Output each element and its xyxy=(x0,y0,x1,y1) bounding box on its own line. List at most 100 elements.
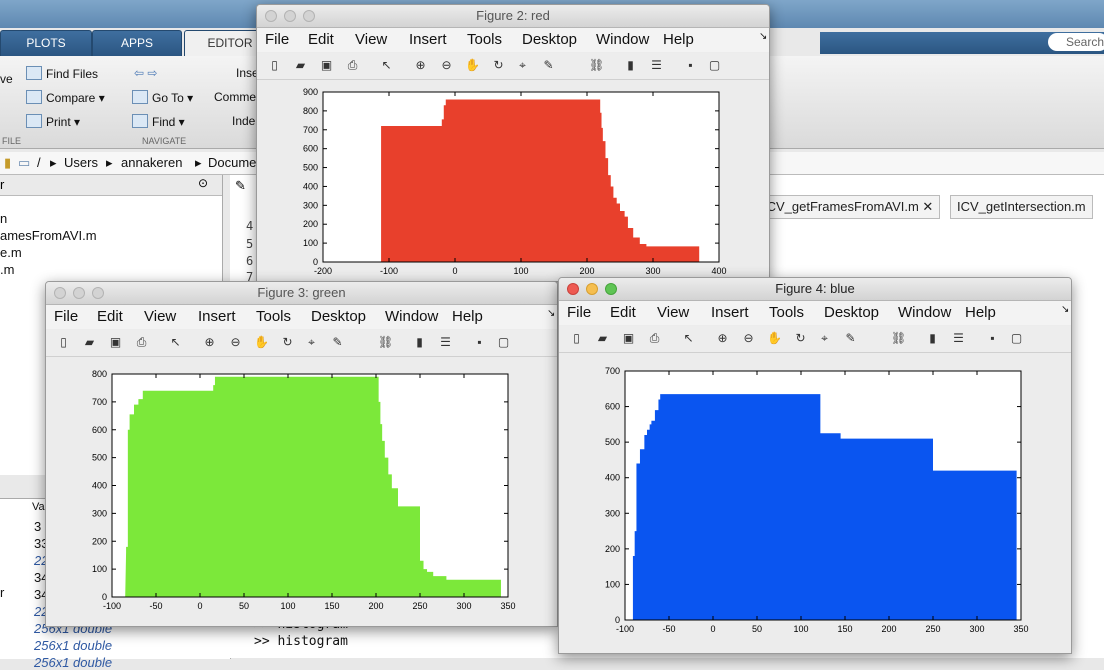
menu-help[interactable]: Help xyxy=(663,31,694,48)
colorbar-icon[interactable]: ▮ xyxy=(929,331,936,345)
open-icon[interactable]: ▰ xyxy=(84,335,95,349)
histogram-plot[interactable]: -200 -100 0 100 200 300 400 0 100 200 300 400 500 600… xyxy=(257,80,769,281)
breadcrumb-user[interactable]: annakeren xyxy=(121,155,183,170)
menu-edit[interactable]: Edit xyxy=(308,31,334,48)
dock-arrow-icon[interactable]: ↘ xyxy=(547,308,556,319)
figure-window-green[interactable]: Figure 3: green File Edit View Insert Tools D… xyxy=(45,281,558,627)
histogram-plot[interactable]: -100 -50 0 50 100 150 200 250 300 350 0 100 200 300 40… xyxy=(559,353,1071,653)
tab-apps[interactable]: APPS xyxy=(92,30,182,56)
compare-button[interactable]: Compare ▾ xyxy=(26,90,105,105)
figure-title-bar[interactable]: Figure 2: red xyxy=(257,5,769,28)
zoom-in-icon[interactable]: ⊕ xyxy=(204,335,215,349)
zoom-out-icon[interactable]: ⊖ xyxy=(743,331,754,345)
figure-window-blue[interactable]: Figure 4: blue File Edit View Insert Tools De… xyxy=(558,277,1072,654)
save-icon[interactable]: ▣ xyxy=(320,58,333,72)
show-tools-icon[interactable]: ▢ xyxy=(708,58,721,72)
breadcrumb-users[interactable]: Users xyxy=(64,155,98,170)
new-figure-icon[interactable]: ▯ xyxy=(573,331,580,345)
menu-window[interactable]: Window xyxy=(898,304,952,321)
pointer-icon[interactable]: ↖ xyxy=(170,335,181,349)
edit-icon[interactable]: ✎ xyxy=(235,178,246,193)
zoom-window-icon[interactable] xyxy=(92,287,104,299)
breadcrumb-root[interactable]: / xyxy=(37,155,41,170)
close-window-icon[interactable] xyxy=(567,283,579,295)
find-files-button[interactable]: Find Files xyxy=(26,66,98,81)
menu-insert[interactable]: Insert xyxy=(409,31,447,48)
show-tools-icon[interactable]: ▢ xyxy=(1010,331,1023,345)
figure-title-bar[interactable]: Figure 3: green xyxy=(46,282,557,305)
pan-icon[interactable]: ✋ xyxy=(465,58,480,72)
figure-window-red[interactable]: Figure 2: red File Edit View Insert Tools Des… xyxy=(256,4,770,282)
menu-file[interactable]: File xyxy=(567,304,592,321)
workspace-var-name[interactable]: r xyxy=(0,585,5,600)
back-forward-arrows-icon[interactable]: ⇦ ⇨ xyxy=(134,66,158,80)
editor-tab[interactable]: ICV_getFramesFromAVI.m ✕ xyxy=(756,195,941,219)
legend-icon[interactable]: ☰ xyxy=(651,58,662,72)
zoom-out-icon[interactable]: ⊖ xyxy=(441,58,452,72)
menu-desktop[interactable]: Desktop xyxy=(824,304,880,321)
menu-file[interactable]: File xyxy=(265,31,290,48)
minimize-window-icon[interactable] xyxy=(586,283,598,295)
menu-view[interactable]: View xyxy=(657,304,690,321)
link-icon[interactable]: ⛓ xyxy=(891,331,907,345)
minimize-window-icon[interactable] xyxy=(284,10,296,22)
save-icon[interactable]: ▣ xyxy=(109,335,122,349)
tab-plots[interactable]: PLOTS xyxy=(0,30,92,56)
colorbar-icon[interactable]: ▮ xyxy=(627,58,634,72)
search-input[interactable]: Search xyxy=(1048,33,1104,51)
close-window-icon[interactable] xyxy=(265,10,277,22)
indent-button[interactable]: Inde xyxy=(232,114,256,128)
menu-insert[interactable]: Insert xyxy=(198,308,236,325)
data-cursor-icon[interactable]: ⌖ xyxy=(308,335,315,349)
go-to-button[interactable]: Go To ▾ xyxy=(132,90,193,105)
zoom-window-icon[interactable] xyxy=(303,10,315,22)
print-icon[interactable]: ⎙ xyxy=(649,331,660,345)
print-icon[interactable]: ⎙ xyxy=(347,58,358,72)
data-cursor-icon[interactable]: ⌖ xyxy=(821,331,828,345)
figure-title-bar[interactable]: Figure 4: blue xyxy=(559,278,1071,301)
legend-icon[interactable]: ☰ xyxy=(953,331,964,345)
rotate-icon[interactable]: ↻ xyxy=(493,58,504,72)
show-tools-icon[interactable]: ▢ xyxy=(497,335,510,349)
file-item[interactable]: n xyxy=(0,211,8,226)
hide-tools-icon[interactable]: ▪ xyxy=(477,335,482,349)
folder-up-icon[interactable]: ▭ xyxy=(18,155,31,170)
open-icon[interactable]: ▰ xyxy=(597,331,608,345)
new-figure-icon[interactable]: ▯ xyxy=(271,58,278,72)
print-button[interactable]: Print ▾ xyxy=(26,114,80,129)
pointer-icon[interactable]: ↖ xyxy=(683,331,694,345)
brush-icon[interactable]: ✎ xyxy=(845,331,856,345)
close-icon[interactable]: ✕ xyxy=(922,199,934,214)
zoom-out-icon[interactable]: ⊖ xyxy=(230,335,241,349)
breadcrumb-documents[interactable]: Docume xyxy=(208,155,257,170)
menu-tools[interactable]: Tools xyxy=(467,31,503,48)
menu-tools[interactable]: Tools xyxy=(769,304,805,321)
open-icon[interactable]: ▰ xyxy=(295,58,306,72)
menu-desktop[interactable]: Desktop xyxy=(522,31,578,48)
zoom-in-icon[interactable]: ⊕ xyxy=(717,331,728,345)
menu-help[interactable]: Help xyxy=(452,308,483,325)
new-figure-icon[interactable]: ▯ xyxy=(60,335,67,349)
insert-button[interactable]: Inse xyxy=(236,66,259,80)
file-item[interactable]: e.m xyxy=(0,245,22,260)
hide-tools-icon[interactable]: ▪ xyxy=(688,58,693,72)
file-item[interactable]: amesFromAVI.m xyxy=(0,228,97,243)
menu-file[interactable]: File xyxy=(54,308,79,325)
file-item[interactable]: .m xyxy=(0,262,15,277)
menu-tools[interactable]: Tools xyxy=(256,308,292,325)
menu-window[interactable]: Window xyxy=(385,308,439,325)
legend-icon[interactable]: ☰ xyxy=(440,335,451,349)
pan-icon[interactable]: ✋ xyxy=(254,335,269,349)
colorbar-icon[interactable]: ▮ xyxy=(416,335,423,349)
editor-tab[interactable]: ICV_getIntersection.m xyxy=(950,195,1093,219)
menu-desktop[interactable]: Desktop xyxy=(311,308,367,325)
brush-icon[interactable]: ✎ xyxy=(332,335,343,349)
hide-tools-icon[interactable]: ▪ xyxy=(990,331,995,345)
pane-menu-icon[interactable]: ⊙ xyxy=(198,176,209,190)
menu-help[interactable]: Help xyxy=(965,304,996,321)
save-button-partial[interactable]: ve xyxy=(0,72,13,86)
minimize-window-icon[interactable] xyxy=(73,287,85,299)
pan-icon[interactable]: ✋ xyxy=(767,331,782,345)
rotate-icon[interactable]: ↻ xyxy=(795,331,806,345)
menu-view[interactable]: View xyxy=(355,31,388,48)
